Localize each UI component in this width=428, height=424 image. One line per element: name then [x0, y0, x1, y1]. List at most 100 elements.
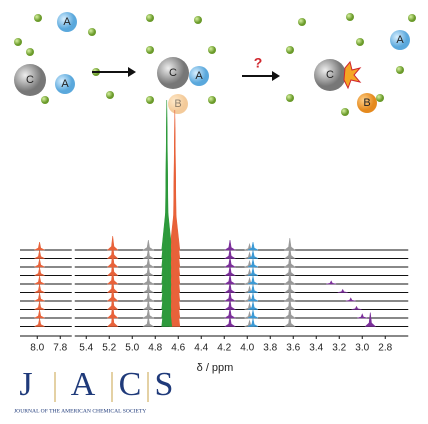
peak [142, 248, 155, 259]
peak [106, 295, 119, 310]
peak [223, 307, 237, 319]
peak [283, 297, 296, 310]
label-c: C [326, 69, 334, 81]
label-a: A [63, 16, 71, 28]
x-tick-label: 4.6 [171, 343, 185, 354]
x-tick-label: 2.8 [378, 343, 392, 354]
peak [223, 282, 237, 293]
peak [106, 235, 119, 251]
peak [247, 284, 259, 293]
peak [106, 312, 119, 327]
peak [283, 271, 296, 285]
logo-letter: S [155, 366, 174, 403]
peak [247, 318, 259, 327]
peak [34, 275, 45, 285]
x-tick-label: 3.0 [355, 343, 369, 354]
peak [247, 241, 259, 251]
peak [247, 301, 259, 310]
x-tick-label: 3.2 [332, 343, 346, 354]
x-tick-label: 8.0 [30, 343, 44, 354]
small-molecules [14, 13, 416, 116]
peak [351, 305, 362, 310]
peak [106, 303, 119, 319]
peak [106, 269, 119, 285]
label-a: A [61, 78, 69, 90]
peak [326, 280, 337, 285]
peak [223, 316, 237, 327]
peak [34, 258, 45, 268]
peak [223, 265, 237, 276]
peak [142, 265, 155, 276]
peak [247, 250, 259, 259]
x-tick-label: 4.0 [240, 343, 254, 354]
peak [223, 248, 237, 259]
peak [223, 239, 237, 251]
peak [283, 280, 296, 293]
peak [106, 244, 119, 259]
peak [106, 278, 119, 293]
peak [34, 241, 45, 251]
x-tick-label: 7.8 [53, 343, 67, 354]
logo-subtitle: JOURNAL OF THE AMERICAN CHEMICAL SOCIETY [14, 408, 146, 414]
peak [364, 312, 377, 327]
peak [34, 250, 45, 259]
peak [34, 292, 45, 302]
peak [223, 273, 237, 285]
peak [34, 267, 45, 276]
scheme: A C A C A B ? A C B [14, 12, 416, 116]
x-tick-label: 3.8 [263, 343, 277, 354]
x-tick-label: 5.4 [79, 343, 93, 354]
peak [142, 316, 155, 327]
peak [142, 307, 155, 319]
spectra: 8.0 7.8 5.4 5.2 5.0 4.8 4.6 4.4 4.2 4.0 3.8 3.6 3.4 3… [20, 99, 409, 354]
logo-letter: C [119, 366, 142, 403]
peak [283, 305, 296, 319]
peak [34, 301, 45, 310]
logo-letter: J [19, 366, 32, 403]
peak [161, 176, 173, 327]
peak [223, 290, 237, 302]
peak [337, 288, 348, 293]
peak [142, 290, 155, 302]
x-tick-label: 4.4 [194, 343, 208, 354]
label-b: B [174, 98, 181, 110]
peak [34, 318, 45, 327]
peak [247, 309, 259, 319]
peak [283, 237, 296, 251]
x-tick-label: 5.0 [125, 343, 139, 354]
peak [106, 286, 119, 302]
label-a: A [195, 70, 203, 82]
label-c: C [26, 74, 34, 86]
label-c: C [169, 67, 177, 79]
peak [34, 309, 45, 319]
x-tick-label: 3.6 [286, 343, 300, 354]
label-a: A [396, 34, 404, 46]
question-mark: ? [254, 55, 263, 71]
peak [34, 284, 45, 293]
peak [283, 288, 296, 302]
peak [106, 261, 119, 276]
peak [223, 256, 237, 268]
peak [142, 256, 155, 268]
x-tick-label: 4.2 [217, 343, 231, 354]
logo-letter: A [71, 366, 96, 403]
x-tick-label: 5.2 [102, 343, 116, 354]
x-tick-label: 3.4 [309, 343, 323, 354]
peak [283, 246, 296, 259]
peak [142, 299, 155, 310]
peak [247, 292, 259, 302]
peak [169, 186, 181, 327]
peak [283, 314, 296, 327]
peak [142, 239, 155, 251]
logo: J A C S JOURNAL OF THE AMERICAN CHEMICAL… [14, 366, 173, 414]
peak [247, 258, 259, 268]
x-axis-label: δ / ppm [197, 362, 234, 374]
x-tick-label: 4.8 [148, 343, 162, 354]
peak [247, 267, 259, 276]
label-b: B [363, 97, 370, 109]
peak [142, 282, 155, 293]
peak [357, 313, 368, 319]
peak [106, 252, 119, 268]
peak [283, 263, 296, 276]
